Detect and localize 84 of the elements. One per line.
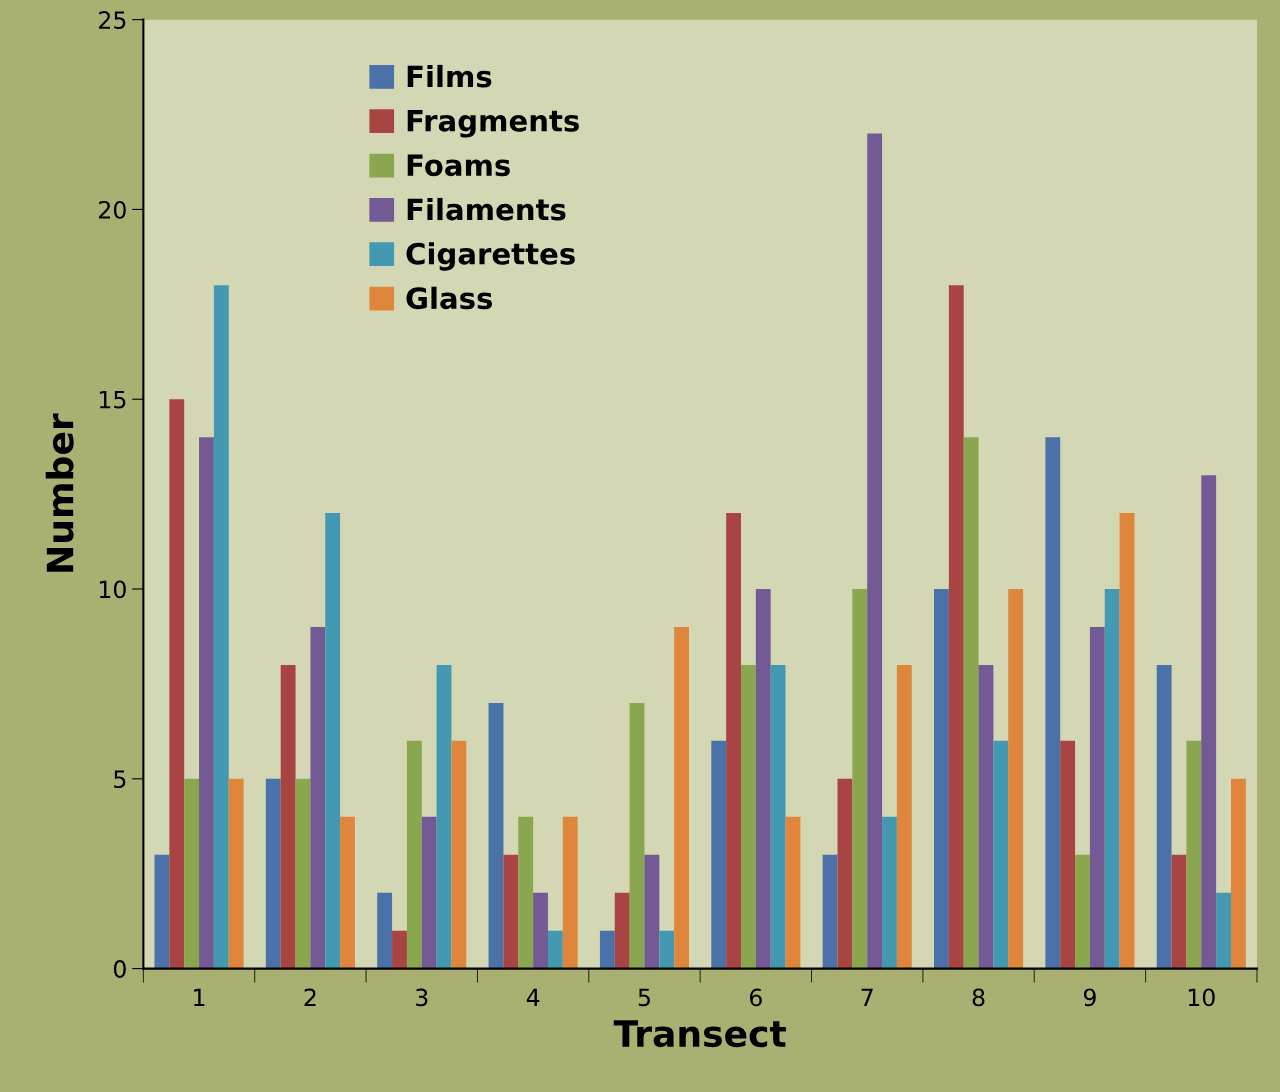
bar bbox=[822, 854, 838, 969]
bar bbox=[1201, 475, 1217, 969]
bar bbox=[533, 892, 548, 969]
bar bbox=[518, 816, 534, 969]
bar bbox=[1216, 892, 1231, 969]
x-axis-title: Transect bbox=[613, 1020, 786, 1048]
bar bbox=[392, 930, 407, 969]
x-tick-label: 2 bbox=[304, 988, 316, 1006]
y-tick-label: 5 bbox=[114, 770, 126, 789]
y-tick-label: 25 bbox=[99, 11, 126, 29]
bar bbox=[488, 702, 504, 969]
bar bbox=[963, 437, 979, 969]
y-axis-title: Number bbox=[45, 413, 74, 572]
bar bbox=[406, 740, 422, 969]
bar bbox=[837, 778, 853, 969]
bar bbox=[614, 892, 630, 969]
x-tick-label: 6 bbox=[749, 988, 762, 1007]
x-tick-label: 7 bbox=[861, 988, 873, 1006]
bar bbox=[562, 816, 578, 969]
bar bbox=[1230, 778, 1246, 969]
legend-label: Glass bbox=[406, 286, 493, 310]
legend-label: Films bbox=[407, 64, 492, 88]
y-tick-label: 20 bbox=[99, 200, 126, 219]
bar bbox=[325, 513, 341, 969]
bar bbox=[1075, 854, 1090, 969]
x-tick-label: 3 bbox=[416, 988, 428, 1007]
bar bbox=[421, 816, 437, 969]
bar bbox=[184, 778, 200, 969]
bar bbox=[377, 892, 393, 969]
bar bbox=[310, 626, 326, 969]
x-tick-label: 4 bbox=[526, 988, 540, 1006]
bar bbox=[740, 664, 756, 969]
bar bbox=[265, 778, 281, 969]
bar bbox=[934, 589, 949, 969]
bar bbox=[978, 664, 994, 969]
bar bbox=[674, 626, 690, 969]
bar bbox=[340, 816, 355, 969]
bar bbox=[896, 664, 912, 969]
legend-label: Fragments bbox=[407, 110, 579, 138]
bar bbox=[711, 740, 727, 969]
bar bbox=[644, 854, 660, 969]
bar bbox=[785, 816, 801, 969]
x-tick-label: 5 bbox=[638, 988, 650, 1007]
y-tick-label: 0 bbox=[113, 960, 126, 978]
bar bbox=[154, 854, 170, 969]
bar bbox=[867, 133, 883, 969]
bar bbox=[547, 930, 563, 969]
bar bbox=[993, 740, 1009, 969]
legend-label: Foams bbox=[407, 154, 510, 177]
bar bbox=[726, 513, 741, 969]
bar bbox=[436, 664, 452, 969]
x-tick-label: 10 bbox=[1188, 988, 1215, 1007]
bar bbox=[770, 664, 786, 969]
bar bbox=[169, 399, 185, 969]
bar bbox=[503, 854, 519, 969]
bar bbox=[1186, 740, 1202, 969]
bar bbox=[882, 816, 897, 969]
bar bbox=[1104, 589, 1120, 969]
x-tick-label: 8 bbox=[972, 988, 985, 1007]
x-tick-label: 1 bbox=[194, 988, 205, 1006]
bar bbox=[228, 778, 244, 969]
bar bbox=[659, 930, 675, 969]
legend-label: Filaments bbox=[407, 197, 566, 221]
bar bbox=[852, 589, 868, 969]
y-tick-label: 15 bbox=[99, 390, 126, 409]
bar bbox=[1045, 437, 1061, 969]
bar bbox=[1156, 664, 1172, 969]
bar bbox=[599, 930, 615, 969]
bar bbox=[948, 285, 964, 969]
y-tick-label: 10 bbox=[99, 580, 126, 599]
bar bbox=[755, 589, 771, 969]
bar bbox=[451, 740, 467, 969]
bar bbox=[1060, 740, 1076, 969]
bar bbox=[199, 437, 214, 969]
bar bbox=[213, 285, 229, 969]
bar bbox=[1008, 589, 1024, 969]
bar bbox=[1119, 513, 1135, 969]
x-tick-label: 9 bbox=[1083, 988, 1096, 1007]
bar bbox=[280, 664, 296, 969]
bar bbox=[1171, 854, 1187, 969]
legend-label: Cigarettes bbox=[406, 242, 575, 271]
bar bbox=[295, 778, 311, 969]
bar bbox=[629, 702, 645, 969]
bar bbox=[1089, 626, 1105, 969]
